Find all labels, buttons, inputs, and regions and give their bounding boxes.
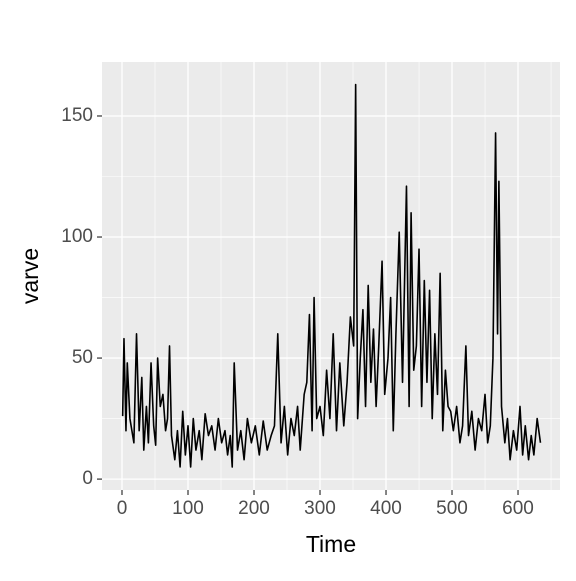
y-tick-label: 150 [61, 105, 93, 126]
x-tick-label: 0 [117, 498, 128, 519]
x-tick-label: 200 [238, 498, 270, 519]
data-line [121, 83, 542, 468]
x-tick-label: 300 [304, 498, 336, 519]
x-tick-label: 400 [370, 498, 402, 519]
y-tick-label: 50 [72, 347, 93, 368]
x-tick-label: 600 [502, 498, 534, 519]
x-axis-title: Time [306, 531, 356, 557]
x-tick-label: 500 [436, 498, 468, 519]
y-tick-label: 100 [61, 226, 93, 247]
x-tick-label: 100 [172, 498, 204, 519]
y-axis-title: varve [17, 248, 43, 304]
y-tick-label: 0 [82, 468, 93, 489]
